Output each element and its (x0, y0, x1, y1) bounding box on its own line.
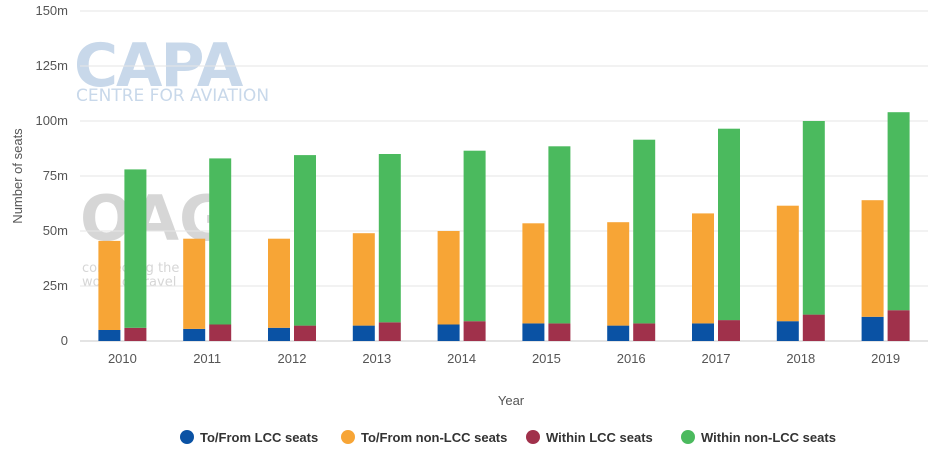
y-tick-label: 75m (43, 168, 68, 183)
bar-within-2011 (209, 158, 232, 325)
bar-within-2019 (887, 310, 910, 341)
x-tick-label: 2012 (278, 351, 307, 366)
x-tick-label: 2014 (447, 351, 476, 366)
y-tick-label: 0 (61, 333, 68, 348)
legend-label: To/From non-LCC seats (361, 430, 507, 445)
y-tick-label: 150m (35, 3, 68, 18)
y-tick-label: 25m (43, 278, 68, 293)
y-tick-label: 125m (35, 58, 68, 73)
bar-to-from-2012 (268, 327, 290, 341)
bar-to-from-2013 (352, 325, 375, 341)
y-tick-label: 50m (43, 223, 68, 238)
bar-to-from-2018 (776, 321, 799, 341)
bar-within-2018 (802, 121, 825, 315)
legend-item[interactable]: To/From LCC seats (180, 430, 318, 445)
bar-to-from-2019 (861, 200, 884, 317)
legend-item[interactable]: To/From non-LCC seats (341, 430, 507, 445)
bar-within-2011 (209, 324, 232, 341)
capa-watermark-subtitle: CENTRE FOR AVIATION (76, 86, 269, 106)
x-axis-title: Year (498, 393, 525, 408)
y-tick-label: 100m (35, 113, 68, 128)
legend-label: To/From LCC seats (200, 430, 318, 445)
legend-swatch (526, 430, 540, 444)
bar-to-from-2019 (861, 316, 884, 341)
legend-swatch (180, 430, 194, 444)
bar-within-2010 (124, 327, 147, 341)
bar-to-from-2015 (522, 223, 545, 324)
bar-within-2015 (548, 323, 571, 341)
bar-to-from-2017 (692, 213, 714, 324)
bar-within-2019 (887, 112, 910, 311)
bar-to-from-2011 (183, 238, 206, 329)
bar-within-2015 (548, 146, 571, 324)
x-tick-label: 2016 (617, 351, 646, 366)
bar-to-from-2013 (352, 233, 375, 326)
bar-to-from-2012 (268, 238, 290, 328)
bar-within-2017 (718, 320, 740, 341)
y-axis-title: Number of seats (10, 128, 25, 224)
bar-to-from-2010 (98, 330, 121, 341)
bar-within-2013 (378, 154, 401, 323)
bar-to-from-2014 (437, 231, 460, 325)
bar-within-2014 (463, 150, 486, 322)
bar-within-2014 (463, 321, 486, 341)
bar-to-from-2016 (607, 325, 630, 341)
bar-to-from-2015 (522, 323, 545, 341)
bar-within-2012 (294, 325, 316, 341)
bar-to-from-2017 (692, 323, 714, 341)
bar-to-from-2011 (183, 328, 206, 341)
x-tick-label: 2019 (871, 351, 900, 366)
bar-within-2017 (718, 128, 740, 321)
x-tick-label: 2011 (193, 351, 221, 366)
y-axis-ticks: 0 25m 50m 75m 100m 125m 150m (35, 3, 68, 348)
bar-within-2016 (633, 323, 656, 341)
legend-item[interactable]: Within LCC seats (526, 430, 653, 445)
bar-to-from-2018 (776, 205, 799, 322)
legend-swatch (341, 430, 355, 444)
legend-swatch (681, 430, 695, 444)
legend-label: Within LCC seats (546, 430, 653, 445)
x-tick-label: 2013 (362, 351, 391, 366)
bar-to-from-2014 (437, 324, 460, 341)
x-tick-label: 2017 (702, 351, 731, 366)
x-tick-label: 2015 (532, 351, 561, 366)
x-tick-label: 2018 (786, 351, 815, 366)
legend: To/From LCC seats To/From non-LCC seats Wi… (180, 430, 836, 445)
x-axis-ticks: 2010 2011 2012 2013 2014 2015 2016 2017 2018 2019 (108, 351, 900, 366)
bar-within-2016 (633, 139, 656, 324)
bar-to-from-2016 (607, 222, 630, 326)
legend-label: Within non-LCC seats (701, 430, 836, 445)
legend-item[interactable]: Within non-LCC seats (681, 430, 836, 445)
bar-within-2012 (294, 155, 316, 326)
bar-within-2010 (124, 169, 147, 328)
bar-to-from-2010 (98, 240, 121, 330)
bars (98, 112, 910, 341)
bar-within-2018 (802, 314, 825, 341)
bar-within-2013 (378, 322, 401, 341)
x-tick-label: 2010 (108, 351, 137, 366)
